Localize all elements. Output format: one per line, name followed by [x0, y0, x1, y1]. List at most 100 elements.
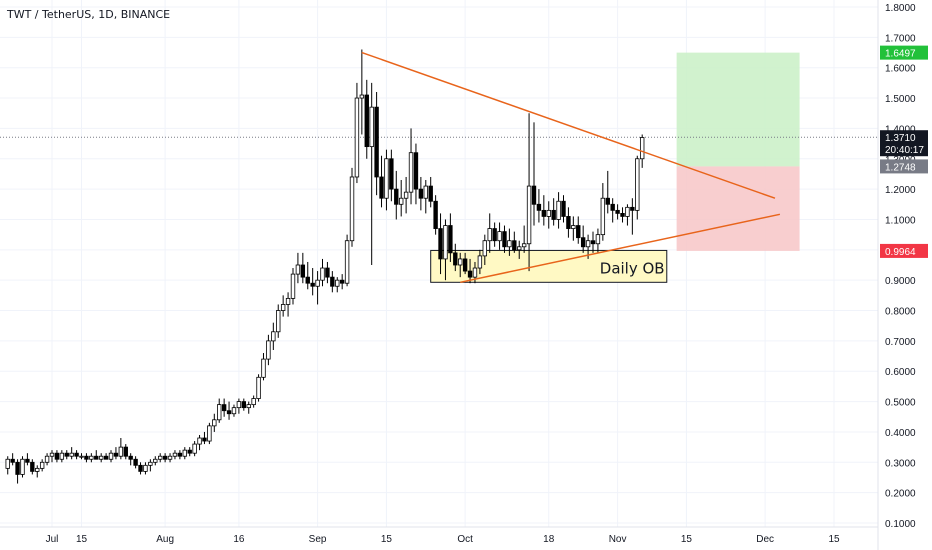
- x-tick-label: Jul: [46, 534, 59, 545]
- candle-body: [443, 225, 448, 260]
- candle-body: [398, 197, 404, 205]
- candle-body: [620, 212, 625, 217]
- candle-body: [30, 461, 35, 472]
- candle-body: [300, 264, 306, 278]
- trendline-ascending[interactable]: [460, 213, 781, 284]
- candle-body: [507, 240, 512, 248]
- candle-body: [39, 461, 45, 469]
- x-tick-label: 15: [828, 534, 840, 545]
- candle-body: [285, 297, 291, 305]
- candles-layer: [5, 49, 645, 484]
- candle-body: [349, 176, 355, 242]
- candle-body: [35, 467, 40, 472]
- candle-body: [64, 452, 69, 457]
- candle-body: [590, 240, 596, 245]
- candle-body: [54, 452, 60, 460]
- candle-body: [389, 158, 394, 190]
- candle-body: [69, 452, 74, 457]
- candle-body: [280, 304, 286, 311]
- last-price-label-bg: [880, 130, 928, 157]
- candle-body: [384, 158, 389, 199]
- candle-body: [339, 279, 345, 284]
- candle-body: [128, 455, 133, 460]
- candle-body: [615, 209, 620, 214]
- candle-body: [5, 458, 10, 469]
- price-label: 0.9964: [885, 247, 916, 258]
- candle-body: [133, 458, 138, 466]
- candle-body: [49, 452, 55, 457]
- candle-body: [566, 216, 571, 229]
- y-tick-label: 1.4000: [885, 124, 916, 135]
- x-tick-label: Oct: [457, 534, 473, 545]
- candle-body: [20, 458, 25, 475]
- candle-body: [10, 458, 15, 463]
- candle-body: [177, 452, 183, 457]
- y-tick-label: 1.1000: [885, 215, 916, 226]
- x-tick-label: Aug: [156, 534, 174, 545]
- candle-body: [246, 404, 251, 409]
- y-tick-label: 0.9000: [885, 276, 916, 287]
- candle-body: [551, 209, 556, 220]
- candle-body: [595, 234, 601, 245]
- candle-body: [610, 203, 615, 211]
- x-tick-label: 15: [76, 534, 88, 545]
- candle-body: [394, 188, 399, 205]
- x-tick-label: Nov: [609, 534, 627, 545]
- price-label: 1.2748: [885, 162, 916, 173]
- candle-body: [467, 270, 473, 278]
- price-label-bg: [880, 45, 928, 60]
- candle-body: [462, 258, 468, 272]
- candle-body: [433, 200, 438, 229]
- candle-body: [207, 425, 212, 442]
- candle-body: [310, 282, 315, 287]
- candle-body: [113, 452, 119, 457]
- candle-body: [98, 455, 104, 460]
- candle-body: [103, 455, 109, 460]
- bar-countdown: 20:40:17: [885, 145, 924, 156]
- candle-body: [639, 137, 645, 160]
- candle-body: [221, 404, 227, 412]
- candle-body: [335, 279, 340, 287]
- y-tick-label: 1.2000: [885, 185, 916, 196]
- candle-body: [408, 152, 414, 193]
- last-price-value: 1.3710: [885, 133, 916, 144]
- candle-body: [413, 152, 419, 190]
- candle-body: [344, 240, 350, 284]
- y-tick-label: 0.5000: [885, 398, 916, 409]
- candle-body: [492, 228, 497, 242]
- candle-body: [236, 401, 242, 409]
- candle-body: [79, 455, 84, 458]
- y-tick-label: 1.6000: [885, 64, 916, 75]
- y-tick-label: 1.7000: [885, 33, 916, 44]
- candle-body: [271, 331, 276, 342]
- candle-body: [212, 419, 217, 427]
- candle-body: [89, 455, 94, 460]
- candle-body: [364, 94, 369, 148]
- candle-body: [108, 452, 114, 460]
- candle-body: [197, 437, 202, 445]
- y-tick-label: 1.8000: [885, 3, 916, 14]
- candle-body: [153, 458, 158, 463]
- candle-body: [600, 197, 606, 236]
- candle-body: [266, 340, 271, 360]
- candle-body: [330, 276, 335, 287]
- candle-body: [531, 185, 537, 205]
- candle-body: [482, 240, 488, 257]
- profit-zone[interactable]: [676, 52, 800, 167]
- loss-zone[interactable]: [676, 166, 800, 251]
- candle-body: [497, 231, 502, 242]
- candle-body: [158, 455, 163, 460]
- candle-body: [315, 279, 320, 287]
- candle-body: [423, 185, 428, 199]
- candle-body: [521, 243, 527, 248]
- chart-title: TWT / TetherUS, 1D, BINANCE: [6, 8, 170, 21]
- candle-body: [251, 398, 256, 406]
- candle-body: [123, 446, 128, 457]
- candle-body: [94, 455, 99, 460]
- candle-body: [517, 246, 522, 251]
- candle-body: [546, 209, 551, 217]
- candle-body: [202, 437, 207, 442]
- candle-body: [472, 267, 478, 278]
- trendline-descending[interactable]: [361, 51, 776, 199]
